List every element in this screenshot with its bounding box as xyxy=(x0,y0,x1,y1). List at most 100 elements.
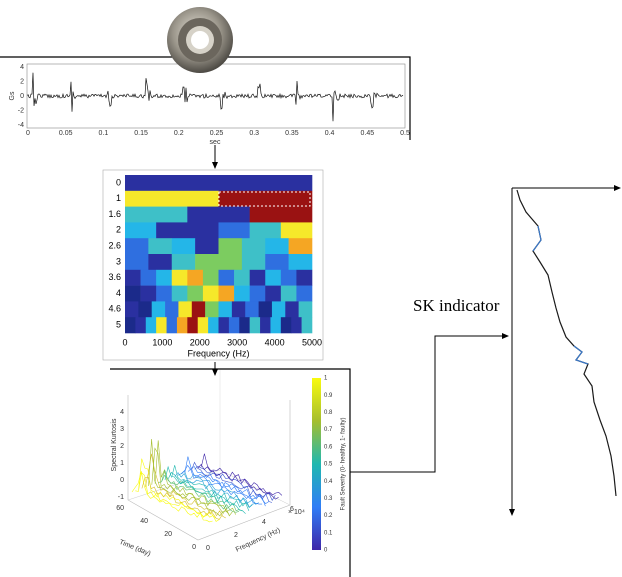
heatmap-cell xyxy=(187,317,198,333)
colorbar-tick-label: 1 xyxy=(324,376,328,382)
heatmap-cell xyxy=(302,317,313,333)
heatmap-cell xyxy=(125,270,141,286)
x-tick-label: 0.15 xyxy=(134,130,148,137)
heatmap-cell xyxy=(219,301,233,317)
y-tick-label: -2 xyxy=(18,107,24,114)
connector-arrow xyxy=(350,336,508,472)
sk-3d-plot xyxy=(128,370,321,550)
x-tick-label: 3000 xyxy=(227,337,247,347)
time-axis-label: Time (day) xyxy=(118,539,151,558)
colorbar-tick-label: 0.2 xyxy=(324,513,333,519)
colorbar-label: Fault Severity (0- healthy, 1- faulty) xyxy=(341,418,347,511)
heatmap-cell xyxy=(265,286,281,302)
y-tick-label: 3.6 xyxy=(108,272,121,282)
heatmap-cell xyxy=(229,317,240,333)
heatmap-cell xyxy=(125,238,149,254)
time-tick-label: 40 xyxy=(140,518,148,525)
heatmap-cell xyxy=(152,301,166,317)
heatmap-cell xyxy=(203,286,219,302)
y-tick-label: 2 xyxy=(116,225,121,235)
y-tick-label: 2 xyxy=(20,78,24,85)
y-axis-label: Gs xyxy=(9,91,16,100)
heatmap-cell xyxy=(141,270,157,286)
heatmap-cell xyxy=(265,238,289,254)
y-tick-label: -4 xyxy=(18,122,24,129)
heatmap-cell xyxy=(242,254,266,270)
heatmap-cell xyxy=(219,270,235,286)
heatmap-cell xyxy=(265,270,281,286)
y-tick-label: 4 xyxy=(20,64,24,71)
colorbar-tick-label: 0.6 xyxy=(324,444,333,450)
heatmap-cell xyxy=(219,286,235,302)
heatmap-cell xyxy=(195,254,219,270)
x-tick-label: 0.2 xyxy=(174,130,184,137)
heatmap-cell xyxy=(289,254,313,270)
x-axis-label: sec xyxy=(210,139,221,146)
heatmap-cell xyxy=(187,286,203,302)
heatmap-cell xyxy=(172,270,188,286)
heatmap-cell xyxy=(234,270,250,286)
time-tick-label: 0 xyxy=(192,544,196,551)
heatmap-cell xyxy=(289,238,313,254)
heatmap-cell xyxy=(138,301,152,317)
colorbar-tick-label: 0.8 xyxy=(324,410,333,416)
freq-tick-label: 2 xyxy=(234,532,238,539)
heatmap-cell xyxy=(232,301,246,317)
x-tick-label: 0.35 xyxy=(285,130,299,137)
heatmap-cell xyxy=(245,301,259,317)
colorbar-tick-label: 0.9 xyxy=(324,393,333,399)
z-tick-label: 1 xyxy=(120,460,124,467)
heatmap-cell xyxy=(219,191,313,207)
x-tick-label: 2000 xyxy=(190,337,210,347)
heatmap-cell xyxy=(250,207,313,223)
x-tick-label: 0.25 xyxy=(210,130,224,137)
heatmap-cell xyxy=(296,270,312,286)
x-tick-label: 4000 xyxy=(265,337,285,347)
freq-tick-label: 4 xyxy=(262,519,266,526)
heatmap-cell xyxy=(125,222,156,238)
bearing-image xyxy=(167,7,233,73)
colorbar-tick-label: 0.4 xyxy=(324,479,333,485)
y-tick-label: 0 xyxy=(20,93,24,100)
heatmap-cell xyxy=(177,317,188,333)
colorbar-tick-label: 0.3 xyxy=(324,496,333,502)
x-tick-label: 5000 xyxy=(302,337,322,347)
heatmap-cell xyxy=(178,301,192,317)
x-axis-label: Frequency (Hz) xyxy=(187,348,249,358)
freq-exponent: × 10⁴ xyxy=(288,509,305,516)
heatmap-cell xyxy=(250,317,261,333)
y-tick-label: 0 xyxy=(116,177,121,187)
heatmap-cell xyxy=(205,301,219,317)
z-tick-label: 3 xyxy=(120,426,124,433)
colorbar xyxy=(312,378,321,550)
x-tick-label: 0.05 xyxy=(59,130,73,137)
colorbar-tick-label: 0.7 xyxy=(324,427,333,433)
heatmap-cell xyxy=(239,317,250,333)
heatmap-cell xyxy=(281,270,297,286)
x-tick-label: 0.3 xyxy=(249,130,259,137)
heatmap-cell xyxy=(141,286,157,302)
heatmap-cell xyxy=(125,254,149,270)
heatmap-cell xyxy=(296,286,312,302)
heatmap-cell xyxy=(270,317,281,333)
heatmap-cell xyxy=(156,222,187,238)
kurtogram-heatmap xyxy=(125,175,312,333)
x-tick-label: 0 xyxy=(26,130,30,137)
heatmap-cell xyxy=(125,286,141,302)
heatmap-cell xyxy=(125,317,136,333)
y-tick-label: 4 xyxy=(116,288,121,298)
sk-curve-highlight xyxy=(574,346,588,364)
heatmap-cell xyxy=(219,317,230,333)
heatmap-cell xyxy=(299,301,313,317)
x-tick-label: 0.4 xyxy=(325,130,335,137)
heatmap-cell xyxy=(198,317,209,333)
figure: SK indicator 00.050.10.150.20.250.30.350… xyxy=(0,0,622,577)
heatmap-cell xyxy=(195,238,219,254)
freq-tick-label: 0 xyxy=(206,545,210,552)
x-tick-label: 0 xyxy=(122,337,127,347)
x-tick-label: 1000 xyxy=(152,337,172,347)
heatmap-cell xyxy=(281,286,297,302)
colorbar-tick-label: 0.1 xyxy=(324,530,333,536)
heatmap-cell xyxy=(125,175,312,191)
heatmap-cell xyxy=(172,254,196,270)
